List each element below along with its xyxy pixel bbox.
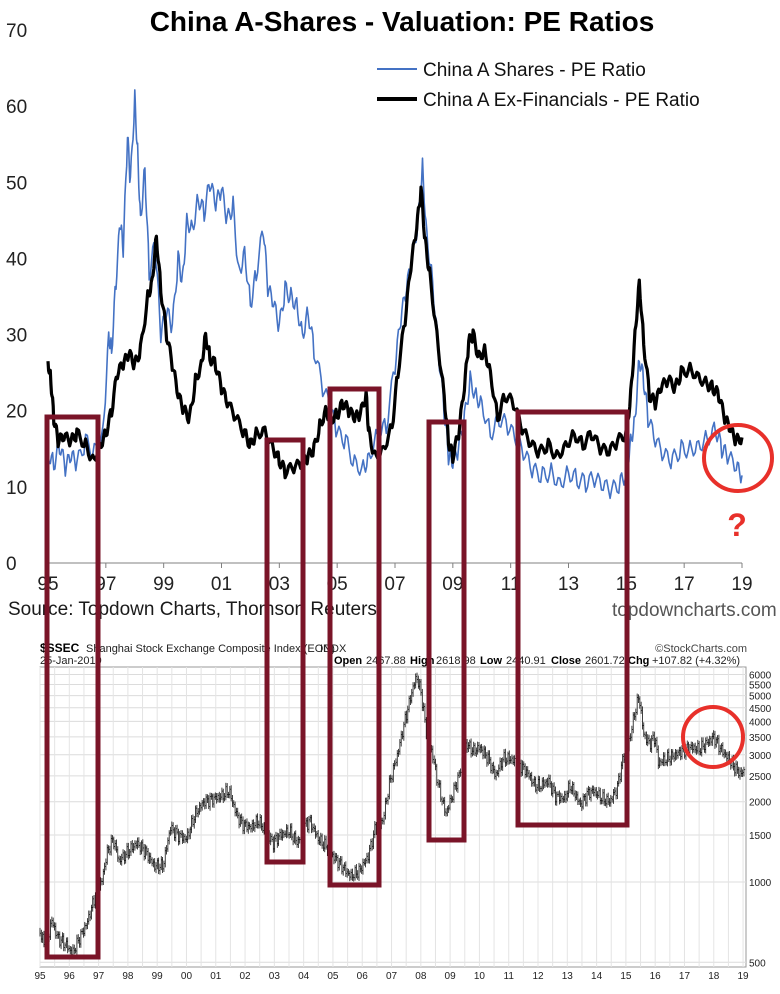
y-axis: 0 10 20 30 40 50 60 70: [6, 21, 27, 575]
low-value: 2440.91: [506, 655, 546, 667]
x-tick-label: 00: [181, 971, 193, 982]
y-tick-label: 6000: [749, 670, 772, 681]
close-value: 2601.72: [585, 655, 625, 667]
y-tick-label: 1500: [749, 831, 772, 842]
x-tick-label: 13: [562, 971, 574, 982]
y-tick-label: 5000: [749, 692, 772, 703]
x-tick-label: 98: [122, 971, 134, 982]
y-tick-label: 50: [6, 173, 27, 194]
y-tick-label: 2500: [749, 772, 772, 783]
low-label: Low: [480, 655, 502, 667]
ssec-index-chart: $SSEC Shanghai Stock Exchange Composite …: [34, 641, 772, 982]
x-tick-label: 95: [34, 971, 46, 982]
y-tick-label: 40: [6, 249, 27, 270]
x-tick-label: 97: [93, 971, 105, 982]
x-tick-label: 12: [532, 971, 544, 982]
y-tick-label: 2000: [749, 798, 772, 809]
stockcharts-brand: ©StockCharts.com: [655, 643, 747, 655]
x-tick-label: 10: [474, 971, 486, 982]
y-axis: 500 1000 1500 2000 2500 3000 3500 4000 450050005…: [749, 670, 772, 969]
x-tick-label: 96: [64, 971, 76, 982]
x-tick-label: 09: [445, 971, 457, 982]
x-tick-label: 17: [679, 971, 691, 982]
x-tick-label: 07: [384, 574, 405, 595]
x-tick-label: 97: [95, 574, 116, 595]
x-tick-label: 99: [152, 971, 164, 982]
x-tick-label: 11: [504, 971, 515, 982]
quote-date: 25-Jan-2019: [40, 655, 102, 667]
x-tick-label: 15: [620, 971, 632, 982]
open-value: 2467.88: [366, 655, 406, 667]
legend: China A Shares - PE Ratio China A Ex-Fin…: [377, 60, 700, 111]
x-tick-label: 95: [37, 574, 58, 595]
x-axis: 95 97 99 01 03 05 07 09 11 13 15 17 19: [37, 563, 753, 595]
source-note: Source: Topdown Charts, Thomson Reuters: [8, 599, 377, 620]
x-tick-label: 19: [731, 574, 752, 595]
question-mark-annotation: ?: [727, 507, 747, 543]
x-tick-label: 99: [153, 574, 174, 595]
legend-label-exfin: China A Ex-Financials - PE Ratio: [423, 90, 700, 111]
x-tick-label: 17: [674, 574, 695, 595]
x-tick-label: 09: [442, 574, 463, 595]
x-tick-label: 11: [501, 574, 521, 595]
y-tick-label: 20: [6, 402, 27, 423]
y-tick-label: 10: [6, 478, 27, 499]
symbol-label: $SSEC: [40, 641, 80, 655]
chg-value: +107.82 (+4.32%): [652, 655, 740, 667]
y-tick-label: 0: [6, 554, 17, 575]
y-tick-label: 30: [6, 326, 27, 347]
exchange-label: INDX: [320, 643, 347, 655]
x-tick-label: 01: [210, 971, 222, 982]
x-tick-label: 13: [558, 574, 579, 595]
chg-label: Chg: [628, 655, 649, 667]
x-tick-label: 07: [386, 971, 398, 982]
x-tick-label: 16: [650, 971, 662, 982]
high-value: 2618.98: [436, 655, 476, 667]
open-label: Open: [334, 655, 362, 667]
y-tick-label: 5500: [749, 681, 772, 692]
x-tick-label: 18: [708, 971, 720, 982]
x-tick-label: 19: [738, 971, 750, 982]
series-lines: [46, 89, 744, 500]
high-label: High: [410, 655, 435, 667]
y-tick-label: 3000: [749, 751, 772, 762]
x-tick-label: 15: [616, 574, 637, 595]
y-tick-label: 70: [6, 21, 27, 42]
y-tick-label: 500: [749, 958, 766, 969]
x-tick-label: 02: [239, 971, 251, 982]
x-tick-label: 05: [327, 574, 348, 595]
y-tick-label: 3500: [749, 733, 772, 744]
series-line-exfin: [46, 185, 744, 480]
y-tick-label: 4000: [749, 717, 772, 728]
x-tick-label: 14: [591, 971, 603, 982]
y-tick-label: 60: [6, 97, 27, 118]
x-tick-label: 08: [415, 971, 427, 982]
brand-note: topdowncharts.com: [612, 600, 777, 621]
x-tick-label: 03: [269, 574, 290, 595]
y-tick-label: 1000: [749, 878, 772, 889]
x-axis: 95 96 97 98 99 00 01 02 03 04 05 06 07 08 09 10 11 12 13 14…: [34, 971, 749, 982]
index-name: Shanghai Stock Exchange Composite Index …: [86, 643, 335, 655]
x-tick-label: 06: [357, 971, 369, 982]
chart-header: $SSEC Shanghai Stock Exchange Composite …: [40, 641, 747, 667]
chart-title: China A-Shares - Valuation: PE Ratios: [150, 6, 655, 37]
pe-ratio-chart: China A-Shares - Valuation: PE Ratios 01…: [6, 6, 753, 595]
x-tick-label: 03: [269, 971, 281, 982]
x-tick-label: 04: [298, 971, 310, 982]
close-label: Close: [551, 655, 581, 667]
x-tick-label: 01: [211, 574, 232, 595]
x-tick-label: 05: [327, 971, 339, 982]
legend-label-pe: China A Shares - PE Ratio: [423, 60, 646, 81]
y-tick-label: 4500: [749, 704, 772, 715]
